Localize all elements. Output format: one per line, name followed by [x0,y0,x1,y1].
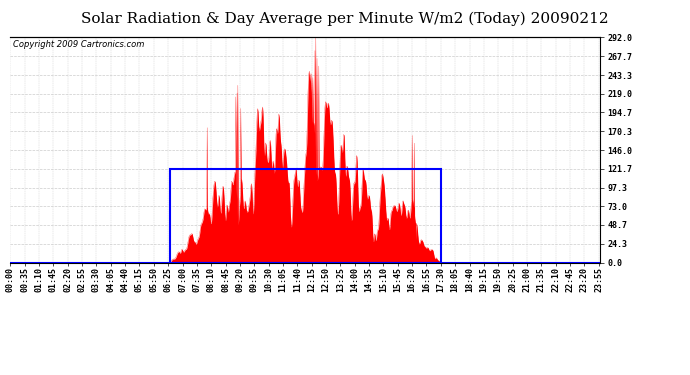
Text: Solar Radiation & Day Average per Minute W/m2 (Today) 20090212: Solar Radiation & Day Average per Minute… [81,11,609,26]
Bar [170,169,441,262]
Text: Copyright 2009 Cartronics.com: Copyright 2009 Cartronics.com [13,40,145,49]
